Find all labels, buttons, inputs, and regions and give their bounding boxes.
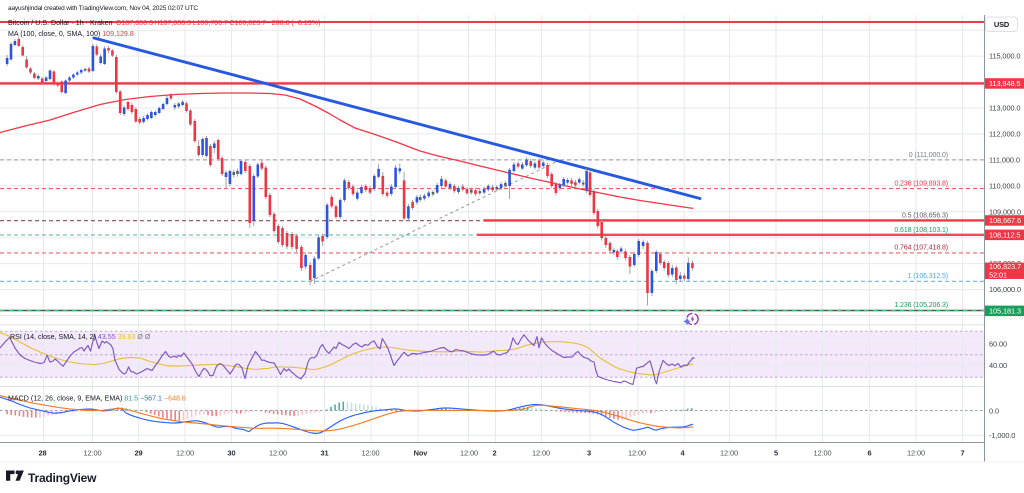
svg-text:12:00: 12:00 <box>176 449 194 458</box>
svg-text:2: 2 <box>492 449 496 458</box>
svg-text:12:00: 12:00 <box>269 449 287 458</box>
svg-text:12:00: 12:00 <box>907 449 925 458</box>
svg-text:12:00: 12:00 <box>84 449 102 458</box>
svg-text:12:00: 12:00 <box>362 449 380 458</box>
svg-text:12:00: 12:00 <box>460 449 478 458</box>
svg-text:RSI (14, close, SMA, 14, 2) 43: RSI (14, close, SMA, 14, 2) 43.55 39.63 … <box>10 333 151 341</box>
svg-text:113,948.5: 113,948.5 <box>989 79 1020 88</box>
svg-text:Bitcoin / U.S. Dollar · 1h · K: Bitcoin / U.S. Dollar · 1h · Kraken O107… <box>8 19 320 27</box>
svg-text:aayushjindal created with Trad: aayushjindal created with TradingView.co… <box>8 5 198 12</box>
svg-text:12:00: 12:00 <box>720 449 738 458</box>
svg-text:MACD (12, 26, close, 9, EMA, E: MACD (12, 26, close, 9, EMA, EMA) 81.5 −… <box>8 395 186 403</box>
svg-text:106,823.7: 106,823.7 <box>989 262 1021 271</box>
svg-text:Nov: Nov <box>414 449 429 458</box>
svg-text:1 (106,312.5): 1 (106,312.5) <box>908 273 948 280</box>
svg-text:30: 30 <box>227 449 235 458</box>
svg-text:0.618 (108,103.1): 0.618 (108,103.1) <box>894 227 948 234</box>
svg-text:0.0: 0.0 <box>989 406 999 415</box>
svg-text:111,000.0: 111,000.0 <box>989 156 1020 165</box>
svg-text:12:00: 12:00 <box>814 449 832 458</box>
svg-text:115,000.0: 115,000.0 <box>989 52 1020 61</box>
svg-text:28: 28 <box>38 449 46 458</box>
svg-text:0.764 (107,418.8): 0.764 (107,418.8) <box>894 245 948 252</box>
svg-text:12:00: 12:00 <box>532 449 550 458</box>
svg-text:5: 5 <box>774 449 778 458</box>
svg-text:0 (111,000.0): 0 (111,000.0) <box>909 152 948 159</box>
svg-text:52:01: 52:01 <box>989 270 1007 279</box>
svg-text:112,000.0: 112,000.0 <box>989 130 1020 139</box>
svg-text:TradingView: TradingView <box>28 471 97 485</box>
svg-text:0.5 (108,656.3): 0.5 (108,656.3) <box>902 213 948 220</box>
svg-text:109,000.0: 109,000.0 <box>989 207 1021 216</box>
svg-text:USD: USD <box>994 20 1010 29</box>
svg-text:60.00: 60.00 <box>989 340 1007 349</box>
svg-text:106,000.0: 106,000.0 <box>989 285 1021 294</box>
svg-text:0.236 (109,893.8): 0.236 (109,893.8) <box>894 180 948 187</box>
svg-text:40.00: 40.00 <box>989 361 1007 370</box>
svg-text:108,667.6: 108,667.6 <box>989 216 1021 225</box>
svg-text:105,181.3: 105,181.3 <box>989 307 1021 316</box>
svg-text:110,000.0: 110,000.0 <box>989 181 1020 190</box>
svg-text:108,112.5: 108,112.5 <box>989 231 1020 240</box>
svg-text:MA (100, close, 0, SMA, 100) 1: MA (100, close, 0, SMA, 100) 109,129.8 <box>8 30 134 38</box>
svg-text:6: 6 <box>867 449 871 458</box>
svg-text:1.236 (105,206.3): 1.236 (105,206.3) <box>894 302 948 309</box>
svg-text:3: 3 <box>587 449 591 458</box>
svg-text:-1,000.0: -1,000.0 <box>989 431 1015 440</box>
svg-text:113,000.0: 113,000.0 <box>989 104 1020 113</box>
svg-text:7: 7 <box>960 449 964 458</box>
svg-text:12:00: 12:00 <box>628 449 646 458</box>
svg-text:29: 29 <box>134 449 142 458</box>
svg-text:31: 31 <box>320 449 328 458</box>
svg-text:4: 4 <box>680 449 685 458</box>
